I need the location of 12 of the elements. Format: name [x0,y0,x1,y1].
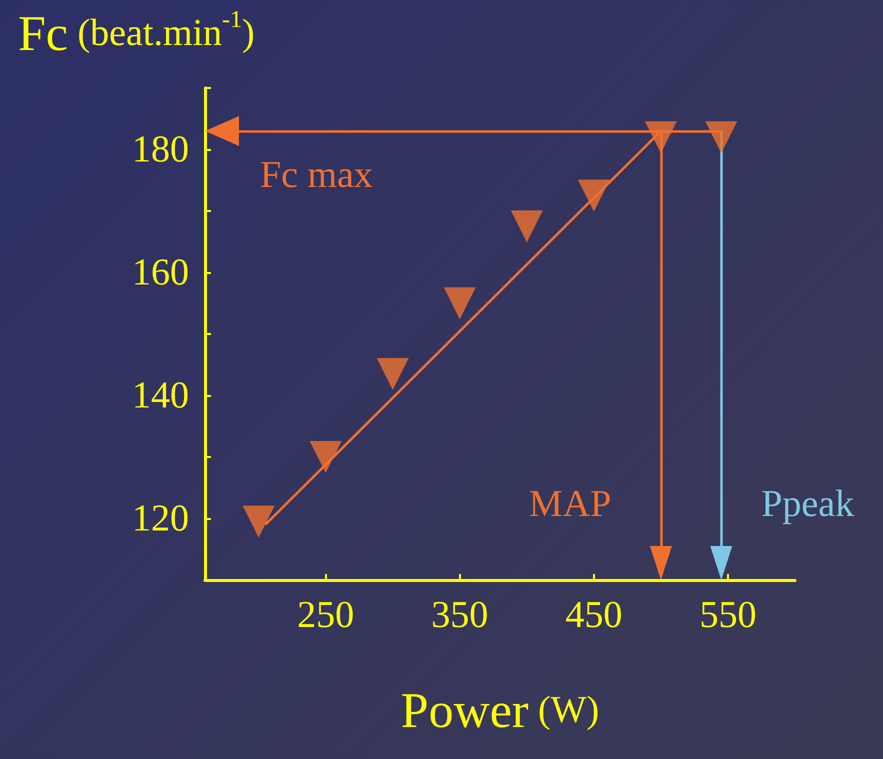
y-tick-label: 120 [132,498,189,540]
ref-line-label: MAP [528,483,612,525]
y-tick-label: 140 [132,374,189,416]
legend-label: Fc max [260,154,373,196]
ref-line-label: Ppeak [761,483,854,525]
x-tick-label: 550 [699,594,756,636]
y-tick-label: 180 [132,128,189,170]
x-axis-title: Power (W) [400,682,600,738]
y-tick-label: 160 [132,252,189,294]
x-tick-label: 450 [565,594,622,636]
x-tick-label: 350 [431,594,488,636]
x-tick-label: 250 [297,594,354,636]
